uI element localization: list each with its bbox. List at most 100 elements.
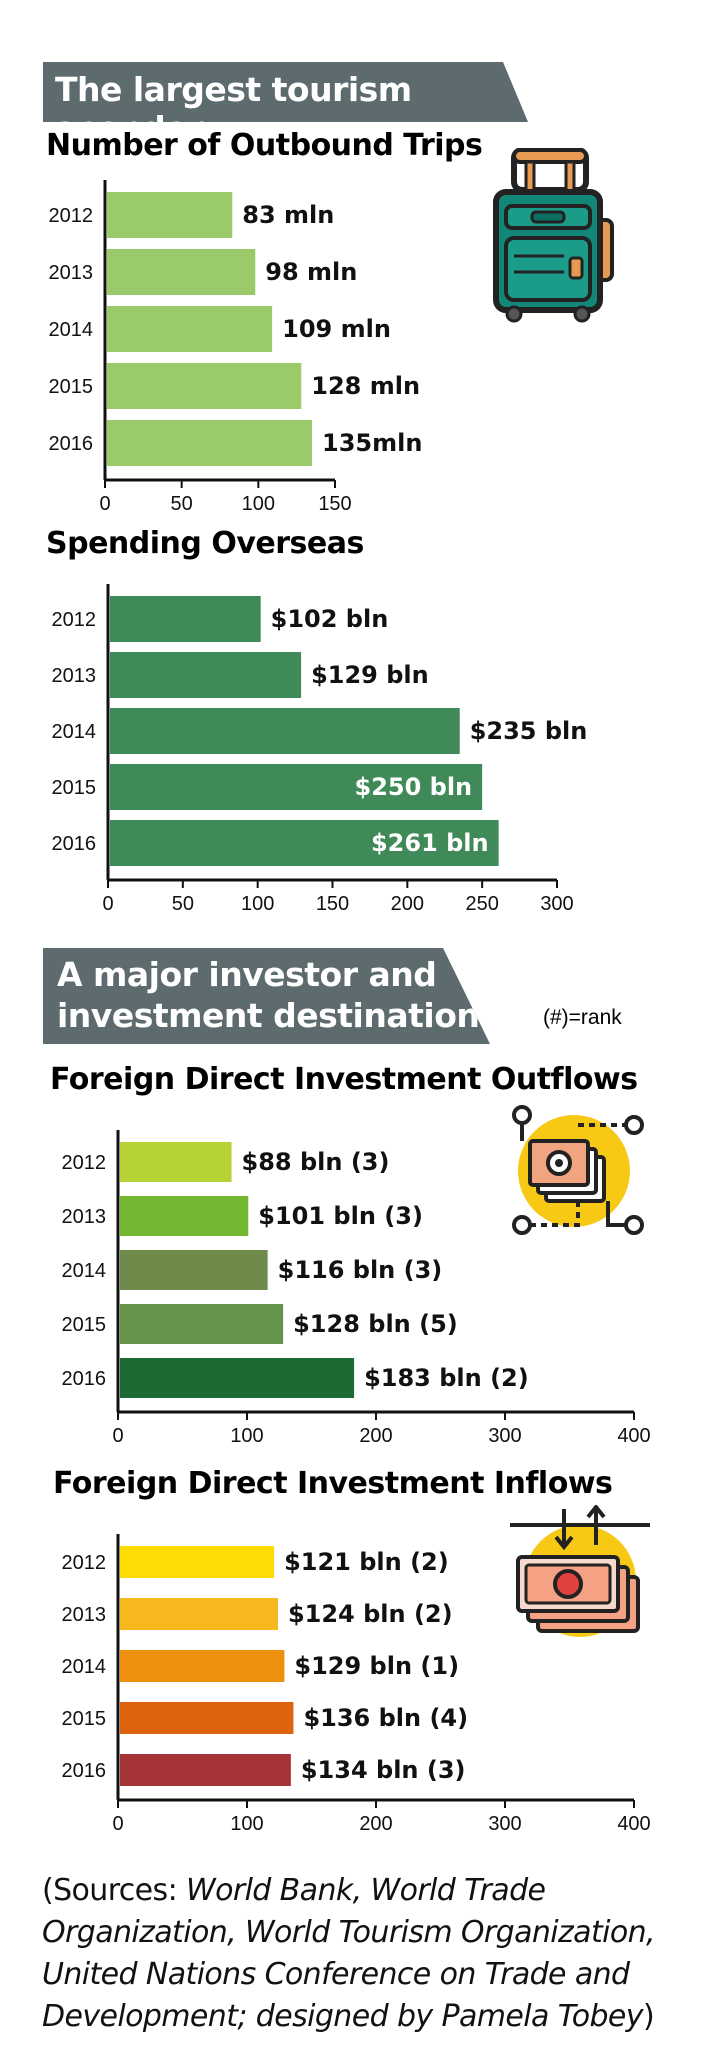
trips-year-label: 2014 bbox=[49, 319, 94, 341]
trips-bar-2013 bbox=[107, 249, 256, 295]
outflows-data-label: $128 bln (5) bbox=[293, 1310, 458, 1338]
trips-chart-title: Number of Outbound Trips bbox=[46, 128, 483, 163]
spending-bar-2016 bbox=[110, 820, 499, 866]
trips-data-label: 98 mln bbox=[265, 258, 357, 286]
spending-year-label: 2014 bbox=[52, 721, 97, 743]
trips-x-tick-label: 100 bbox=[242, 493, 275, 515]
spending-x-tick-label: 300 bbox=[540, 893, 573, 915]
spending-data-label: $235 bln bbox=[470, 717, 588, 745]
inflows-chart-title: Foreign Direct Investment Inflows bbox=[53, 1466, 613, 1501]
outflows-x-tick-label: 100 bbox=[230, 1425, 263, 1447]
inflows-x-tick-label: 100 bbox=[230, 1813, 263, 1835]
inflows-data-label: $124 bln (2) bbox=[288, 1600, 453, 1628]
trips-data-label: 83 mln bbox=[242, 201, 334, 229]
inflows-x-tick-label: 0 bbox=[112, 1813, 123, 1835]
trips-x-tick-label: 0 bbox=[99, 493, 110, 515]
outflows-data-label: $183 bln (2) bbox=[364, 1364, 529, 1392]
inflows-bar-2015 bbox=[120, 1702, 294, 1734]
outflows-data-label: $116 bln (3) bbox=[278, 1256, 443, 1284]
outflows-year-label: 2016 bbox=[62, 1368, 107, 1390]
spending-x-tick-label: 150 bbox=[316, 893, 349, 915]
spending-data-label: $250 bln bbox=[355, 773, 473, 801]
spending-bar-2015 bbox=[110, 764, 483, 810]
outflows-bar-2014 bbox=[120, 1250, 268, 1290]
spending-bar-2012 bbox=[110, 596, 261, 642]
spending-year-label: 2012 bbox=[52, 609, 97, 631]
investment-banner-line2: investment destination bbox=[57, 996, 480, 1035]
inflows-chart: 2012 $121 bln (2) 2013 $124 bln (2) 2014 $129… bbox=[62, 1534, 651, 1835]
trips-bar-2016 bbox=[107, 420, 312, 466]
inflows-year-label: 2012 bbox=[62, 1552, 107, 1574]
outflows-bar-2012 bbox=[120, 1142, 232, 1182]
outflows-year-label: 2014 bbox=[62, 1260, 107, 1282]
trips-bar-2012 bbox=[107, 192, 233, 238]
sources-open: (Sources: bbox=[42, 1873, 187, 1908]
spending-year-label: 2013 bbox=[52, 665, 97, 687]
spending-chart: 2012 $102 bln 2013 $129 bln 2014 $235 bln 2015… bbox=[52, 584, 588, 915]
inflows-x-tick-label: 400 bbox=[617, 1813, 650, 1835]
suitcase-icon bbox=[492, 147, 622, 328]
outflows-data-label: $101 bln (3) bbox=[258, 1202, 423, 1230]
investment-banner-line1: A major investor and bbox=[57, 955, 437, 994]
trips-data-label: 109 mln bbox=[282, 315, 391, 343]
spending-x-tick-label: 50 bbox=[172, 893, 194, 915]
spending-x-tick-label: 250 bbox=[465, 893, 498, 915]
outflows-data-label: $88 bln (3) bbox=[242, 1148, 390, 1176]
inflows-bar-2014 bbox=[120, 1650, 285, 1682]
tourism-banner: The largest tourism spender bbox=[43, 62, 528, 122]
trips-bar-2014 bbox=[107, 306, 273, 352]
trips-bar-2015 bbox=[107, 363, 302, 409]
trips-data-label: 128 mln bbox=[311, 372, 420, 400]
outflows-x-tick-label: 400 bbox=[617, 1425, 650, 1447]
investment-banner: A major investor and investment destinat… bbox=[43, 948, 490, 1044]
trips-year-label: 2013 bbox=[49, 262, 94, 284]
inflows-data-label: $121 bln (2) bbox=[284, 1548, 449, 1576]
trips-year-label: 2015 bbox=[49, 376, 94, 398]
inflows-year-label: 2014 bbox=[62, 1656, 107, 1678]
sources-note: (Sources: World Bank, World Trade Organi… bbox=[42, 1870, 682, 2038]
spending-x-tick-label: 0 bbox=[102, 893, 113, 915]
rank-note: (#)=rank bbox=[543, 1006, 622, 1029]
inflows-data-label: $134 bln (3) bbox=[301, 1756, 466, 1784]
spending-year-label: 2015 bbox=[52, 777, 97, 799]
spending-x-tick-label: 100 bbox=[241, 893, 274, 915]
inflows-year-label: 2013 bbox=[62, 1604, 107, 1626]
outflows-bar-2013 bbox=[120, 1196, 249, 1236]
spending-year-label: 2016 bbox=[52, 833, 97, 855]
trips-year-label: 2016 bbox=[49, 433, 94, 455]
inflows-data-label: $136 bln (4) bbox=[303, 1704, 468, 1732]
trips-x-tick-label: 50 bbox=[171, 493, 193, 515]
spending-x-tick-label: 200 bbox=[391, 893, 424, 915]
outflows-chart-title: Foreign Direct Investment Outflows bbox=[50, 1062, 638, 1097]
sources-body: World Bank, World Trade Organization, Wo… bbox=[42, 1873, 656, 2034]
money-out-icon bbox=[508, 1105, 648, 1240]
trips-year-label: 2012 bbox=[49, 205, 94, 227]
inflows-x-tick-label: 200 bbox=[359, 1813, 392, 1835]
tourism-banner-text: The largest tourism spender bbox=[55, 70, 412, 148]
outflows-year-label: 2013 bbox=[62, 1206, 107, 1228]
outflows-bar-2016 bbox=[120, 1358, 355, 1398]
outflows-x-tick-label: 0 bbox=[112, 1425, 123, 1447]
trips-x-tick-label: 150 bbox=[318, 493, 351, 515]
spending-chart-title: Spending Overseas bbox=[46, 526, 364, 561]
inflows-data-label: $129 bln (1) bbox=[294, 1652, 459, 1680]
outflows-year-label: 2015 bbox=[62, 1314, 107, 1336]
outflows-x-tick-label: 300 bbox=[488, 1425, 521, 1447]
inflows-bar-2016 bbox=[120, 1754, 291, 1786]
outflows-chart: 2012 $88 bln (3) 2013 $101 bln (3) 2014 $116 … bbox=[62, 1130, 651, 1447]
money-in-icon bbox=[508, 1503, 658, 1650]
inflows-bar-2012 bbox=[120, 1546, 275, 1578]
inflows-year-label: 2016 bbox=[62, 1760, 107, 1782]
spending-data-label: $102 bln bbox=[271, 605, 389, 633]
outflows-year-label: 2012 bbox=[62, 1152, 107, 1174]
sources-close: ) bbox=[642, 1999, 655, 2034]
spending-bar-2014 bbox=[110, 708, 460, 754]
outflows-x-tick-label: 200 bbox=[359, 1425, 392, 1447]
spending-data-label: $129 bln bbox=[311, 661, 429, 689]
spending-data-label: $261 bln bbox=[371, 829, 489, 857]
trips-chart: 2012 83 mln 2013 98 mln 2014 109 mln 2015 128 m… bbox=[49, 180, 422, 515]
inflows-bar-2013 bbox=[120, 1598, 278, 1630]
spending-bar-2013 bbox=[110, 652, 302, 698]
outflows-bar-2015 bbox=[120, 1304, 284, 1344]
